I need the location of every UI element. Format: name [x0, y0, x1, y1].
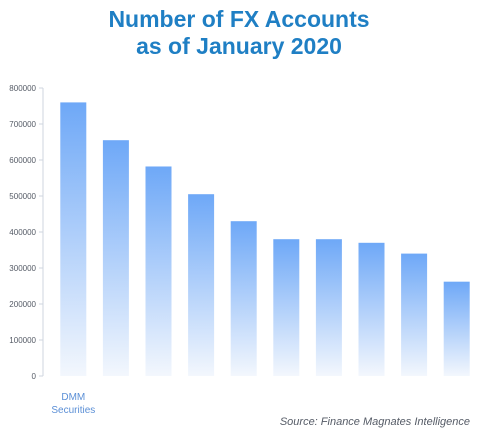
y-tick-label: 800000: [9, 84, 36, 93]
x-category-label: DMM Securities: [51, 392, 95, 416]
bar-1: [60, 102, 87, 377]
bar-3: [145, 166, 172, 376]
bar-5: [230, 221, 257, 376]
x-axis-labels: DMM Securities: [51, 392, 95, 416]
bars: [60, 102, 470, 377]
bar-7: [315, 239, 342, 376]
y-tick-label: 0: [32, 372, 37, 381]
bar-10: [443, 281, 470, 376]
y-axis: 0 100000 200000 300000 400000 500000 600000 700…: [9, 84, 44, 381]
bar-8: [358, 242, 385, 376]
y-tick-label: 400000: [9, 228, 36, 237]
y-tick-label: 600000: [9, 156, 36, 165]
bar-6: [273, 239, 300, 376]
chart-title-line-2: as of January 2020: [136, 33, 342, 59]
y-tick-label: 700000: [9, 120, 36, 129]
source-note: Source: Finance Magnates Intelligence: [279, 416, 470, 428]
chart-title: Number of FX Accounts as of January 2020: [0, 6, 478, 60]
bar-4: [188, 194, 215, 376]
bar-9: [401, 253, 428, 376]
y-tick-label: 500000: [9, 192, 36, 201]
bar-2: [102, 140, 129, 376]
chart-title-line-1: Number of FX Accounts: [108, 6, 370, 32]
y-tick-label: 200000: [9, 300, 36, 309]
y-tick-label: 100000: [9, 336, 36, 345]
y-tick-label: 300000: [9, 264, 36, 273]
